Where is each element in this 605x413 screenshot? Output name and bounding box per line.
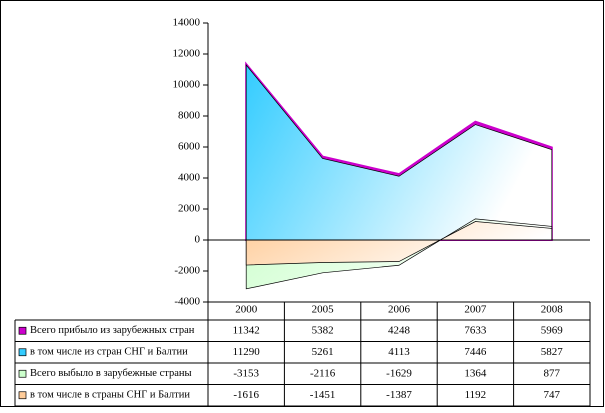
x-tick-label: 2008 <box>541 304 564 316</box>
y-tick-label: 0 <box>195 234 201 246</box>
y-tick-label: 10000 <box>173 79 201 91</box>
y-tick-label: 6000 <box>178 141 201 153</box>
table-cell: 11290 <box>233 346 261 358</box>
y-tick-label: -2000 <box>174 265 200 277</box>
x-tick-label: 2005 <box>312 304 335 316</box>
table-cell: -1629 <box>386 367 412 379</box>
table-cell: -1451 <box>310 389 336 401</box>
y-tick-label: 12000 <box>173 48 201 60</box>
table-cell: 5382 <box>312 324 334 336</box>
table-cell: -3153 <box>233 367 259 379</box>
y-tick-label: 8000 <box>178 110 201 122</box>
table-cell: 11342 <box>233 324 260 336</box>
x-tick-label: 2000 <box>235 304 258 316</box>
table-cell: 1192 <box>465 389 487 401</box>
y-tick-label: 14000 <box>173 17 201 29</box>
legend-key <box>18 348 27 357</box>
table-cell: 5969 <box>541 324 564 336</box>
legend-key <box>18 369 27 378</box>
table-cell: 7446 <box>464 346 487 358</box>
legend-key <box>18 326 27 335</box>
table-cell: 877 <box>544 367 561 379</box>
table-cell: 1364 <box>464 367 487 379</box>
legend-label: Всего прибыло из зарубежных стран <box>30 325 195 336</box>
x-tick-label: 2007 <box>464 304 487 316</box>
table-cell: 7633 <box>464 324 487 336</box>
table-cell: 5827 <box>541 346 564 358</box>
legend-key <box>18 391 27 400</box>
table-cell: -2116 <box>310 367 336 379</box>
area <box>245 221 553 266</box>
table-cell: -1387 <box>386 389 412 401</box>
table-cell: 4113 <box>388 346 410 358</box>
y-tick-label: -4000 <box>174 296 200 308</box>
y-tick-label: 4000 <box>178 172 201 184</box>
legend-label: в том числе из стран СНГ и Балтии <box>30 347 188 358</box>
table-cell: 747 <box>544 389 561 401</box>
x-tick-label: 2006 <box>388 304 411 316</box>
table-cell: 4248 <box>388 324 411 336</box>
legend-label: Всего выбыло в зарубежные страны <box>30 368 192 379</box>
y-tick-label: 2000 <box>178 203 201 215</box>
area <box>245 64 553 241</box>
legend-label: в том числе в страны СНГ и Балтии <box>30 390 190 401</box>
table-cell: 5261 <box>312 346 334 358</box>
table-cell: -1616 <box>233 389 259 401</box>
